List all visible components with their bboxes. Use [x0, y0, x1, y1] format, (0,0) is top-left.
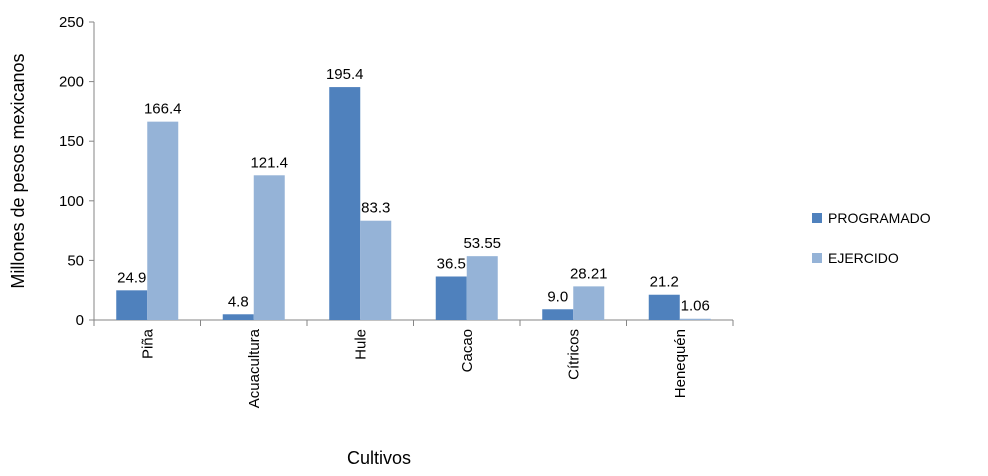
bar-ejercido-3 [466, 256, 498, 320]
category-label: Cítricos [565, 329, 582, 380]
category-label: Cacao [459, 329, 476, 372]
bar-programado-0 [116, 290, 148, 320]
bar-ejercido-0 [147, 121, 179, 320]
bar-programado-5 [648, 294, 680, 320]
legend: PROGRAMADO EJERCIDO [812, 210, 931, 266]
bar-programado-4 [542, 309, 574, 320]
data-label: 83.3 [361, 200, 390, 217]
data-label: 21.2 [650, 274, 679, 291]
bar-ejercido-1 [253, 175, 285, 320]
bar-programado-2 [329, 87, 361, 321]
y-tick-labels: 0 50 100 150 200 250 [59, 14, 84, 329]
y-tick-label: 0 [76, 312, 84, 329]
y-tick-label: 50 [67, 252, 84, 269]
legend-swatch [812, 253, 822, 263]
x-axis-title: Cultivos [347, 448, 411, 468]
bar-ejercido-4 [573, 286, 605, 320]
data-label: 9.0 [547, 288, 568, 305]
category-label: Henequén [672, 329, 689, 398]
x-category-labels: Piña Acuacultura Hule Cacao Cítricos Henequén [139, 328, 689, 408]
data-label: 121.4 [250, 154, 288, 171]
y-tick-label: 100 [59, 193, 84, 210]
bar-ejercido-2 [360, 220, 392, 320]
data-label: 1.06 [681, 298, 710, 315]
legend-swatch [812, 213, 822, 223]
category-label: Hule [352, 329, 369, 360]
data-label: 4.8 [228, 293, 249, 310]
y-tick-label: 250 [59, 14, 84, 31]
data-label: 166.4 [144, 101, 182, 118]
data-labels: 24.9 166.4 4.8 121.4 195.4 83.3 36.5 53.55 9.028… [117, 66, 710, 315]
bar-programado-3 [435, 276, 467, 320]
bar-programado-1 [222, 314, 254, 320]
y-tick-label: 150 [59, 133, 84, 150]
bar-ejercido-5 [679, 318, 711, 320]
legend-label: EJERCIDO [828, 250, 899, 266]
data-label: 195.4 [326, 66, 364, 83]
axes [89, 21, 734, 326]
data-label: 53.55 [463, 235, 501, 252]
y-axis-title: Millones de pesos mexicanos [8, 53, 28, 288]
data-label: 24.9 [117, 269, 146, 286]
bars [116, 87, 711, 321]
legend-label: PROGRAMADO [828, 210, 931, 226]
category-label: Piña [139, 328, 156, 359]
data-label: 36.5 [437, 255, 466, 272]
y-tick-label: 200 [59, 74, 84, 91]
category-label: Acuacultura [246, 328, 263, 408]
data-label: 28.21 [570, 265, 608, 282]
